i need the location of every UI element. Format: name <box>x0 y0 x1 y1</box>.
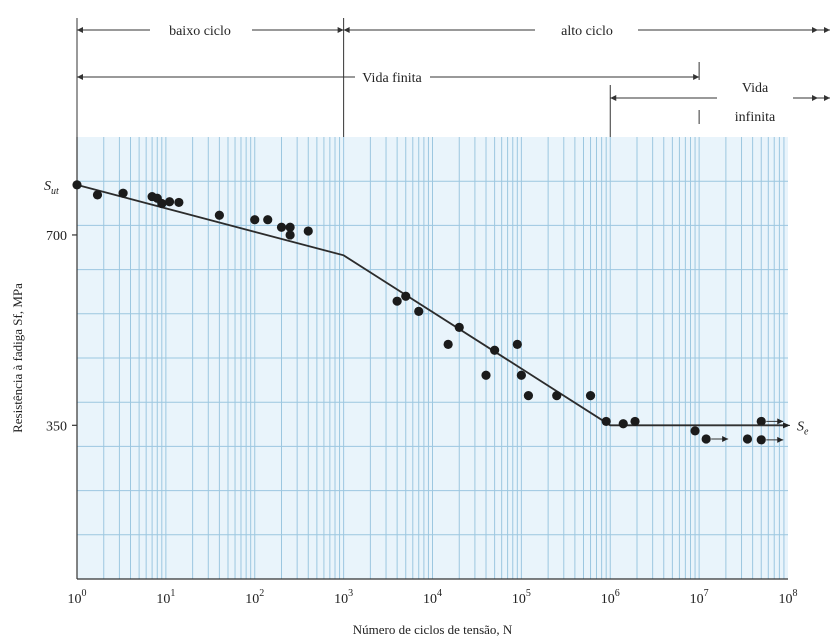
x-axis-title: Número de ciclos de tensão, N <box>353 622 513 637</box>
grid-layer <box>76 137 788 579</box>
data-point <box>756 435 766 445</box>
data-point <box>303 226 313 236</box>
data-point <box>214 210 224 220</box>
data-point <box>263 215 273 225</box>
infinite-life-label-1: Vida <box>742 81 769 96</box>
high-cycle-label: alto ciclo <box>561 24 613 39</box>
data-point <box>118 188 128 198</box>
y-tick-label: 350 <box>46 419 67 434</box>
sut-label: Sut <box>44 179 59 197</box>
finite-life-label: Vida finita <box>362 71 422 86</box>
data-point <box>443 339 453 349</box>
x-tick-label: 104 <box>423 588 442 607</box>
x-tick-label: 102 <box>245 588 264 607</box>
x-tick-label: 108 <box>779 588 798 607</box>
axes-layer: 100 101 102 103 104 105 106 107 108 350 700 Número … <box>10 137 798 637</box>
data-point <box>523 390 534 401</box>
region-arrowhead <box>343 27 350 33</box>
points-layer <box>72 180 784 445</box>
region-arrowhead <box>77 74 83 80</box>
y-tick-label: 700 <box>46 229 67 244</box>
x-tick-label: 103 <box>334 588 353 607</box>
x-tick-label: 107 <box>690 588 709 607</box>
region-arrowhead <box>824 27 830 33</box>
data-point <box>481 370 491 380</box>
region-arrowhead <box>812 27 818 33</box>
data-point <box>392 296 402 306</box>
se-arrowhead <box>783 422 790 429</box>
data-point <box>490 345 500 355</box>
data-point <box>414 306 424 316</box>
data-point <box>164 197 175 207</box>
runout-arrowhead <box>777 418 784 425</box>
runout-arrowhead <box>722 435 729 442</box>
data-point <box>552 390 562 401</box>
data-point <box>601 416 611 427</box>
data-point <box>250 215 260 225</box>
data-point <box>285 230 295 240</box>
region-arrowhead <box>610 95 617 101</box>
data-point <box>630 416 640 427</box>
low-cycle-label: baixo ciclo <box>169 24 231 39</box>
data-point <box>516 370 526 380</box>
data-point <box>690 426 700 436</box>
data-point <box>92 190 103 200</box>
region-arrowhead <box>824 95 830 101</box>
region-arrowhead <box>337 27 344 33</box>
se-label: Se <box>797 419 809 437</box>
data-point <box>756 416 766 427</box>
labels-layer: Sut Se <box>44 179 809 437</box>
infinite-life-label-2: infinita <box>735 110 776 125</box>
region-arrowhead <box>77 27 83 33</box>
data-point <box>512 339 522 349</box>
region-layer: baixo ciclo alto ciclo Vida finita Vida infi… <box>76 18 830 137</box>
data-point <box>401 291 411 301</box>
data-point <box>701 434 711 444</box>
data-point <box>585 390 596 401</box>
region-arrowhead <box>812 95 818 101</box>
x-tick-label: 101 <box>156 588 175 607</box>
region-arrowhead <box>693 74 700 80</box>
x-tick-label: 105 <box>512 588 531 607</box>
data-point <box>174 197 184 208</box>
data-point <box>72 180 82 190</box>
data-point <box>285 222 295 232</box>
y-axis-title: Resistência à fadiga Sf, MPa <box>10 283 25 433</box>
data-point <box>276 222 287 232</box>
data-point <box>742 434 753 444</box>
x-tick-label: 106 <box>601 588 620 607</box>
data-point <box>454 322 464 332</box>
data-point <box>157 198 167 209</box>
runout-arrowhead <box>777 436 784 443</box>
data-point <box>618 419 628 429</box>
x-tick-label: 100 <box>68 588 87 607</box>
